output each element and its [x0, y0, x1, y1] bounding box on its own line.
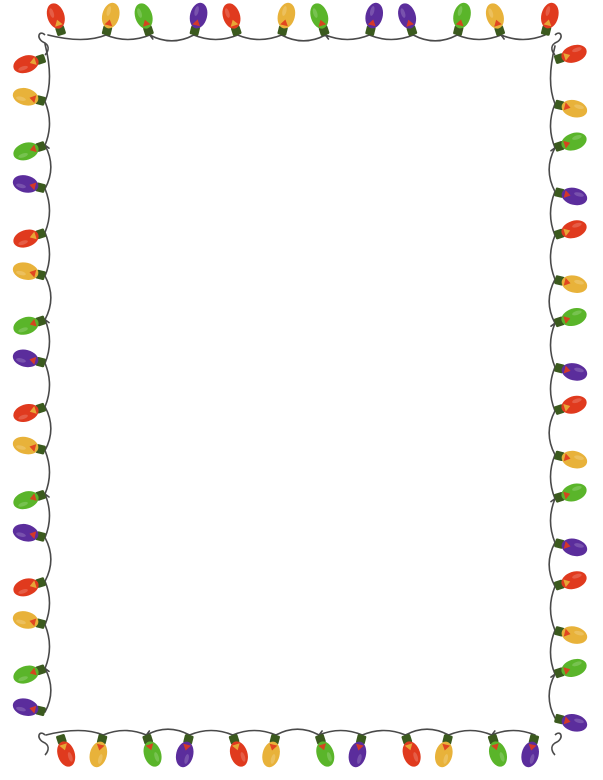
- light-string-wires: [38, 32, 562, 756]
- christmas-light-bulb-icon: [553, 132, 587, 152]
- wire-corner-loop: [38, 732, 49, 756]
- wire-corner-loop: [551, 32, 562, 56]
- christmas-light-bulb-icon: [13, 490, 47, 510]
- christmas-light-bulb-icon: [262, 734, 280, 768]
- christmas-light-bulb-icon: [554, 713, 588, 732]
- christmas-light-bulb-icon: [485, 3, 505, 37]
- christmas-light-bulb-icon: [310, 3, 330, 37]
- christmas-light-bulb-icon: [554, 626, 588, 644]
- christmas-light-bulb-icon: [12, 87, 46, 106]
- wire-bottom: [45, 728, 536, 737]
- christmas-light-bulb-icon: [277, 2, 296, 36]
- christmas-light-bulb-icon: [434, 734, 453, 768]
- christmas-light-bulb-icon: [13, 664, 47, 684]
- christmas-light-bulb-icon: [554, 275, 588, 293]
- wire-corner-loop: [551, 732, 562, 756]
- christmas-light-bulb-icon: [315, 733, 335, 767]
- christmas-light-bulb-icon: [554, 187, 588, 206]
- wire-right: [548, 45, 557, 719]
- christmas-light-bulb-icon: [46, 3, 66, 37]
- christmas-light-bulb-icon: [554, 538, 588, 557]
- christmas-light-bulb-icon: [13, 402, 47, 423]
- christmas-light-bulb-icon: [553, 44, 587, 64]
- christmas-light-bulb-icon: [142, 733, 162, 767]
- christmas-light-bulb-icon: [12, 436, 46, 455]
- christmas-light-bulb-icon: [553, 571, 587, 591]
- wire-corner-loop: [38, 32, 49, 56]
- christmas-light-bulb-icon: [101, 2, 120, 36]
- christmas-light-bulb-icon: [228, 733, 248, 767]
- christmas-light-bulb-icon: [348, 734, 367, 768]
- christmas-light-bulb-icon: [12, 175, 46, 193]
- christmas-light-bulb-icon: [365, 2, 384, 36]
- christmas-light-bulb-icon: [175, 734, 194, 768]
- christmas-light-bulb-icon: [56, 733, 76, 767]
- christmas-light-bulb-icon: [553, 220, 587, 240]
- wire-left: [43, 43, 52, 713]
- christmas-light-bulb-icon: [12, 523, 46, 542]
- christmas-light-bulb-icon: [553, 307, 587, 328]
- christmas-light-bulb-icon: [12, 349, 46, 368]
- christmas-light-bulb-icon: [89, 734, 108, 768]
- christmas-light-bulb-icon: [13, 315, 47, 335]
- christmas-light-bulb-icon: [554, 450, 588, 469]
- christmas-light-bulb-icon: [13, 141, 47, 161]
- wire-top: [47, 33, 546, 42]
- christmas-light-bulb-icon: [398, 3, 418, 37]
- christmas-light-bulb-icon: [540, 2, 559, 36]
- light-bulbs: [12, 2, 588, 768]
- christmas-light-bulb-icon: [553, 395, 587, 415]
- christmas-light-bulb-icon: [554, 99, 588, 118]
- christmas-light-bulb-icon: [401, 733, 421, 767]
- christmas-light-bulb-icon: [521, 734, 540, 768]
- christmas-light-bulb-icon: [189, 2, 208, 36]
- christmas-light-bulb-icon: [13, 228, 47, 248]
- christmas-light-bulb-icon: [222, 3, 242, 37]
- christmas-light-bulb-icon: [13, 577, 47, 597]
- christmas-light-bulb-icon: [553, 483, 587, 503]
- blank-page-area: [60, 55, 545, 720]
- christmas-light-bulb-icon: [134, 3, 154, 37]
- christmas-light-bulb-icon: [487, 733, 508, 767]
- christmas-light-bulb-icon: [12, 262, 46, 281]
- christmas-light-bulb-icon: [553, 658, 587, 679]
- christmas-light-bulb-icon: [554, 363, 588, 381]
- christmas-light-bulb-icon: [12, 698, 46, 717]
- christmas-light-bulb-icon: [13, 54, 47, 74]
- christmas-light-bulb-icon: [12, 611, 46, 629]
- christmas-light-bulb-icon: [453, 2, 471, 36]
